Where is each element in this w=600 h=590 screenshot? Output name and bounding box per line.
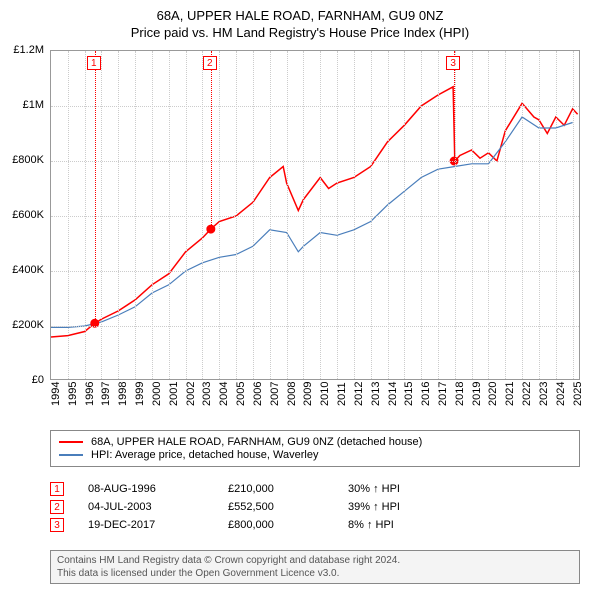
sales-row: 2 04-JUL-2003£552,50039% ↑ HPI	[50, 500, 580, 514]
x-tick-label: 2000	[151, 382, 163, 406]
sales-pct: 39% ↑ HPI	[348, 501, 468, 513]
sales-pct: 8% ↑ HPI	[348, 519, 468, 531]
sales-date: 19-DEC-2017	[88, 519, 228, 531]
x-tick-label: 2006	[252, 382, 264, 406]
x-tick-label: 2015	[403, 382, 415, 406]
x-tick-label: 2014	[387, 382, 399, 406]
x-tick-label: 1995	[67, 382, 79, 406]
sales-date: 04-JUL-2003	[88, 501, 228, 513]
x-tick-label: 2012	[353, 382, 365, 406]
footer-line2: This data is licensed under the Open Gov…	[57, 567, 573, 580]
legend-swatch	[59, 454, 83, 456]
sales-price: £210,000	[228, 483, 348, 495]
sales-row: 3 19-DEC-2017£800,0008% ↑ HPI	[50, 518, 580, 532]
sales-pct: 30% ↑ HPI	[348, 483, 468, 495]
legend-swatch	[59, 441, 83, 443]
x-tick-label: 2007	[269, 382, 281, 406]
y-tick-label: £200K	[12, 319, 44, 331]
sales-index-box: 3	[50, 518, 64, 532]
x-tick-label: 2019	[471, 382, 483, 406]
marker-index-box: 1	[87, 56, 101, 70]
chart-svg	[51, 51, 579, 379]
x-tick-label: 2020	[487, 382, 499, 406]
x-tick-label: 2009	[302, 382, 314, 406]
y-tick-label: £1M	[23, 99, 44, 111]
marker-index-box: 2	[203, 56, 217, 70]
legend: 68A, UPPER HALE ROAD, FARNHAM, GU9 0NZ (…	[50, 430, 580, 467]
legend-label: 68A, UPPER HALE ROAD, FARNHAM, GU9 0NZ (…	[91, 436, 422, 448]
footer-attribution: Contains HM Land Registry data © Crown c…	[50, 550, 580, 584]
title-block: 68A, UPPER HALE ROAD, FARNHAM, GU9 0NZ P…	[0, 0, 600, 40]
sales-row: 1 08-AUG-1996£210,00030% ↑ HPI	[50, 482, 580, 496]
y-tick-label: £0	[32, 374, 44, 386]
x-tick-label: 2025	[572, 382, 584, 406]
x-tick-label: 2001	[168, 382, 180, 406]
y-tick-label: £600K	[12, 209, 44, 221]
y-tick-label: £400K	[12, 264, 44, 276]
chart-plot-area	[50, 50, 580, 380]
x-tick-label: 1994	[50, 382, 62, 406]
x-tick-label: 2004	[218, 382, 230, 406]
x-tick-label: 2010	[319, 382, 331, 406]
x-tick-label: 2013	[370, 382, 382, 406]
legend-item: HPI: Average price, detached house, Wave…	[59, 449, 571, 461]
x-tick-label: 2016	[420, 382, 432, 406]
sales-index-box: 1	[50, 482, 64, 496]
x-tick-label: 2002	[185, 382, 197, 406]
marker-vline	[211, 51, 212, 229]
y-tick-label: £1.2M	[13, 44, 44, 56]
sales-price: £552,500	[228, 501, 348, 513]
sales-table: 1 08-AUG-1996£210,00030% ↑ HPI 2 04-JUL-200…	[50, 478, 580, 536]
title-sub: Price paid vs. HM Land Registry's House …	[0, 25, 600, 40]
legend-label: HPI: Average price, detached house, Wave…	[91, 449, 318, 461]
x-tick-label: 1999	[134, 382, 146, 406]
x-tick-label: 1996	[84, 382, 96, 406]
x-tick-label: 1998	[117, 382, 129, 406]
footer-line1: Contains HM Land Registry data © Crown c…	[57, 554, 573, 567]
series-line	[51, 87, 578, 337]
series-line	[51, 117, 573, 327]
x-tick-label: 2008	[286, 382, 298, 406]
sales-price: £800,000	[228, 519, 348, 531]
y-axis: £0£200K£400K£600K£800K£1M£1.2M	[0, 50, 48, 380]
x-tick-label: 2022	[521, 382, 533, 406]
chart-container: 68A, UPPER HALE ROAD, FARNHAM, GU9 0NZ P…	[0, 0, 600, 590]
x-tick-label: 1997	[100, 382, 112, 406]
x-tick-label: 2005	[235, 382, 247, 406]
x-tick-label: 2021	[504, 382, 516, 406]
x-tick-label: 2023	[538, 382, 550, 406]
sales-index-box: 2	[50, 500, 64, 514]
x-tick-label: 2018	[454, 382, 466, 406]
marker-vline	[95, 51, 96, 323]
x-tick-label: 2017	[437, 382, 449, 406]
x-tick-label: 2024	[555, 382, 567, 406]
marker-index-box: 3	[446, 56, 460, 70]
title-main: 68A, UPPER HALE ROAD, FARNHAM, GU9 0NZ	[0, 8, 600, 23]
x-axis: 1994 1995 1996 1997 1998 1999 2000 2001 2002 2003…	[50, 382, 580, 432]
sales-date: 08-AUG-1996	[88, 483, 228, 495]
legend-item: 68A, UPPER HALE ROAD, FARNHAM, GU9 0NZ (…	[59, 436, 571, 448]
y-tick-label: £800K	[12, 154, 44, 166]
x-tick-label: 2003	[201, 382, 213, 406]
x-tick-label: 2011	[336, 382, 348, 406]
